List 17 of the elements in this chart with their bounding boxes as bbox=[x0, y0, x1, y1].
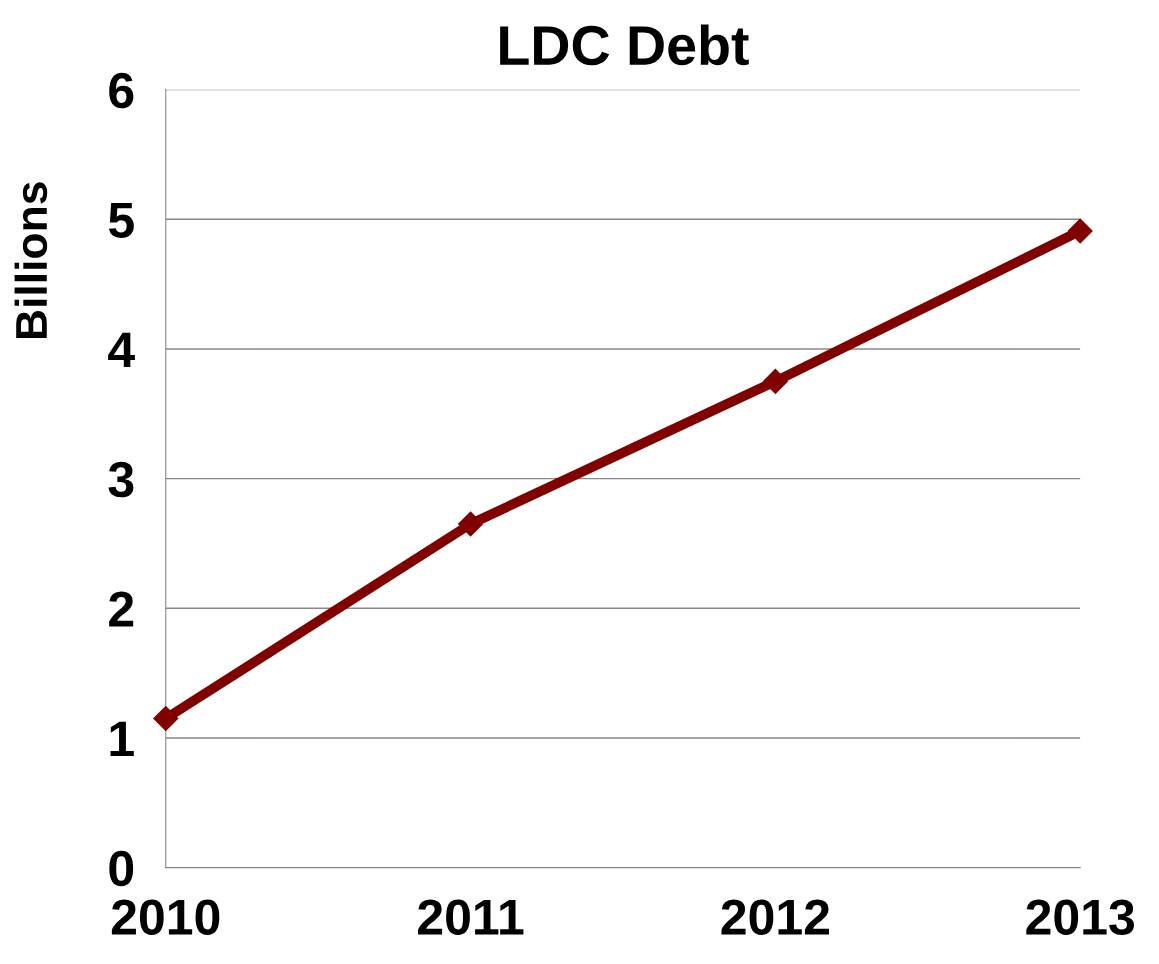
y-tick-label: 4 bbox=[108, 332, 135, 368]
x-tick-label: 2013 bbox=[1026, 899, 1134, 935]
y-tick-label: 1 bbox=[110, 721, 134, 757]
y-tick-label: 2 bbox=[109, 591, 134, 627]
y-tick-label: 3 bbox=[108, 461, 134, 498]
point bbox=[762, 368, 789, 395]
chart-title: LDC Debt bbox=[500, 24, 749, 66]
point bbox=[1067, 218, 1093, 244]
point bbox=[457, 511, 484, 537]
y-tick-label: 6 bbox=[109, 72, 134, 109]
y-tick-label: 0 bbox=[109, 850, 134, 887]
y-axis-title: Billions bbox=[14, 182, 48, 339]
x-tick-label: 2011 bbox=[418, 899, 524, 935]
x-tick-label: 2010 bbox=[111, 899, 220, 935]
x-tick-label: 2012 bbox=[721, 899, 829, 935]
point bbox=[152, 705, 179, 732]
y-tick-label: 5 bbox=[108, 203, 134, 238]
